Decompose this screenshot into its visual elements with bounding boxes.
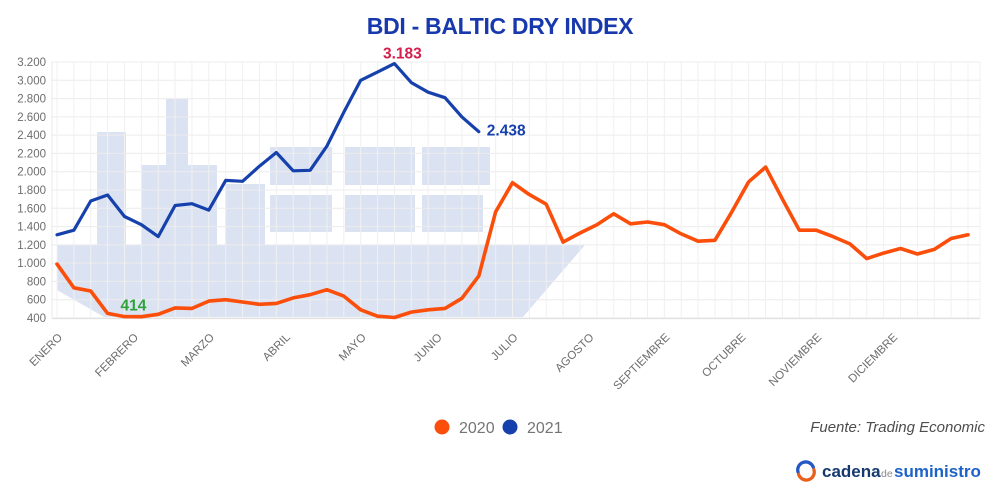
y-tick-label: 3.200 bbox=[17, 57, 46, 69]
month-label: NOVIEMBRE bbox=[767, 331, 825, 389]
y-tick-label: 3.000 bbox=[17, 75, 46, 87]
month-label: FEBRERO bbox=[93, 332, 141, 380]
series-line-2020 bbox=[55, 165, 970, 320]
series-lines bbox=[55, 61, 970, 320]
y-tick-label: 600 bbox=[27, 295, 46, 307]
y-tick-label: 2.400 bbox=[17, 130, 46, 142]
y-tick-label: 1.200 bbox=[17, 240, 46, 252]
container-stack bbox=[422, 147, 490, 185]
annotation-2021-latest: 2.438 bbox=[487, 123, 526, 140]
month-label: ENERO bbox=[28, 332, 65, 369]
legend-dot-2020 bbox=[434, 419, 450, 435]
container-stack bbox=[422, 195, 483, 232]
y-tick-label: 800 bbox=[27, 276, 46, 288]
annotation-2021-peak: 3.183 bbox=[383, 46, 422, 63]
ship-deck-block-2 bbox=[225, 184, 265, 245]
month-label: MARZO bbox=[179, 332, 217, 370]
legend: 2020 2021 bbox=[434, 419, 563, 437]
month-label: MAYO bbox=[337, 332, 369, 364]
ship-bridge bbox=[97, 132, 126, 245]
legend-dot-2021 bbox=[502, 419, 518, 435]
series-line-2021 bbox=[55, 61, 481, 239]
month-label: JUNIO bbox=[412, 332, 445, 365]
container-stack bbox=[345, 147, 415, 185]
axes bbox=[51, 62, 980, 320]
y-tick-label: 2.000 bbox=[17, 167, 46, 179]
y-tick-label: 2.600 bbox=[17, 112, 46, 124]
y-tick-label: 1.000 bbox=[17, 258, 46, 270]
logo-text-de: de bbox=[881, 468, 893, 480]
chart-title: BDI - BALTIC DRY INDEX bbox=[367, 13, 634, 39]
ship-funnel bbox=[166, 99, 188, 165]
month-label: AGOSTO bbox=[553, 332, 596, 375]
legend-label-2021: 2021 bbox=[527, 420, 563, 437]
container-stack bbox=[270, 195, 332, 232]
month-label: SEPTIEMBRE bbox=[612, 331, 673, 392]
source-note: Fuente: Trading Economic bbox=[810, 419, 985, 436]
logo-text-suministro: suministro bbox=[894, 462, 981, 481]
container-stack bbox=[345, 195, 415, 232]
y-tick-label: 1.600 bbox=[17, 203, 46, 215]
annotation-2020-low: 414 bbox=[120, 298, 146, 315]
circular-arrows-icon bbox=[796, 460, 816, 482]
logo-text-cadena: cadena bbox=[822, 462, 881, 481]
month-label: OCTUBRE bbox=[700, 331, 748, 379]
y-tick-label: 1.800 bbox=[17, 185, 46, 197]
month-label: ABRIL bbox=[261, 331, 293, 363]
y-tick-label: 2.800 bbox=[17, 94, 46, 106]
month-label: DICIEMBRE bbox=[847, 331, 901, 385]
y-tick-label: 400 bbox=[27, 313, 46, 325]
y-tick-label: 1.400 bbox=[17, 222, 46, 234]
y-axis-labels: 400 600 800 1.000 1.200 1.400 1.600 1.800 2.000 2… bbox=[17, 57, 46, 325]
x-axis-labels: ENERO FEBRERO MARZO ABRIL MAYO JUNIO JULIO AGOS… bbox=[28, 331, 901, 392]
cadena-de-suministro-logo: cadena de suministro bbox=[796, 460, 981, 482]
month-label: JULIO bbox=[489, 332, 521, 364]
legend-label-2020: 2020 bbox=[459, 420, 495, 437]
y-tick-label: 2.200 bbox=[17, 148, 46, 160]
